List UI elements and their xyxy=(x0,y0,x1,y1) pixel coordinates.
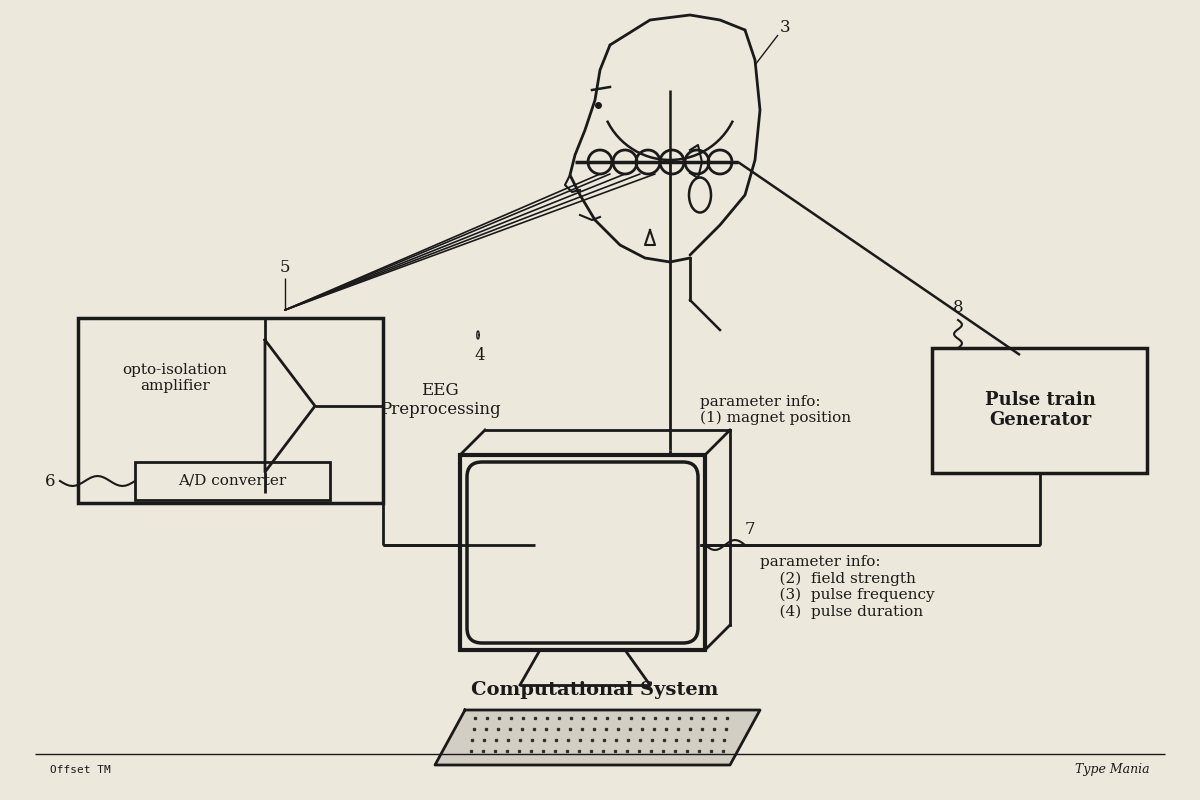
Text: parameter info:
(1) magnet position: parameter info: (1) magnet position xyxy=(700,394,851,426)
Text: 4: 4 xyxy=(475,346,485,363)
Text: 5: 5 xyxy=(280,259,290,277)
Bar xyxy=(134,462,330,500)
Text: 8: 8 xyxy=(953,299,964,317)
Bar xyxy=(78,318,383,503)
Bar xyxy=(460,455,706,650)
Text: parameter info:
    (2)  field strength
    (3)  pulse frequency
    (4)  pulse : parameter info: (2) field strength (3) p… xyxy=(760,555,935,619)
Text: Offset TM: Offset TM xyxy=(50,765,110,775)
Bar xyxy=(932,348,1147,473)
Text: 3: 3 xyxy=(780,19,791,37)
Polygon shape xyxy=(436,710,760,765)
Text: Type Mania: Type Mania xyxy=(1075,763,1150,777)
Text: EEG
Preprocessing: EEG Preprocessing xyxy=(379,382,500,418)
Text: opto-isolation
amplifier: opto-isolation amplifier xyxy=(122,363,228,393)
Text: A/D converter: A/D converter xyxy=(178,474,286,488)
Text: Computational System: Computational System xyxy=(472,681,719,699)
Text: 6: 6 xyxy=(44,473,55,490)
Text: 7: 7 xyxy=(745,522,756,538)
Text: Pulse train
Generator: Pulse train Generator xyxy=(984,390,1096,430)
